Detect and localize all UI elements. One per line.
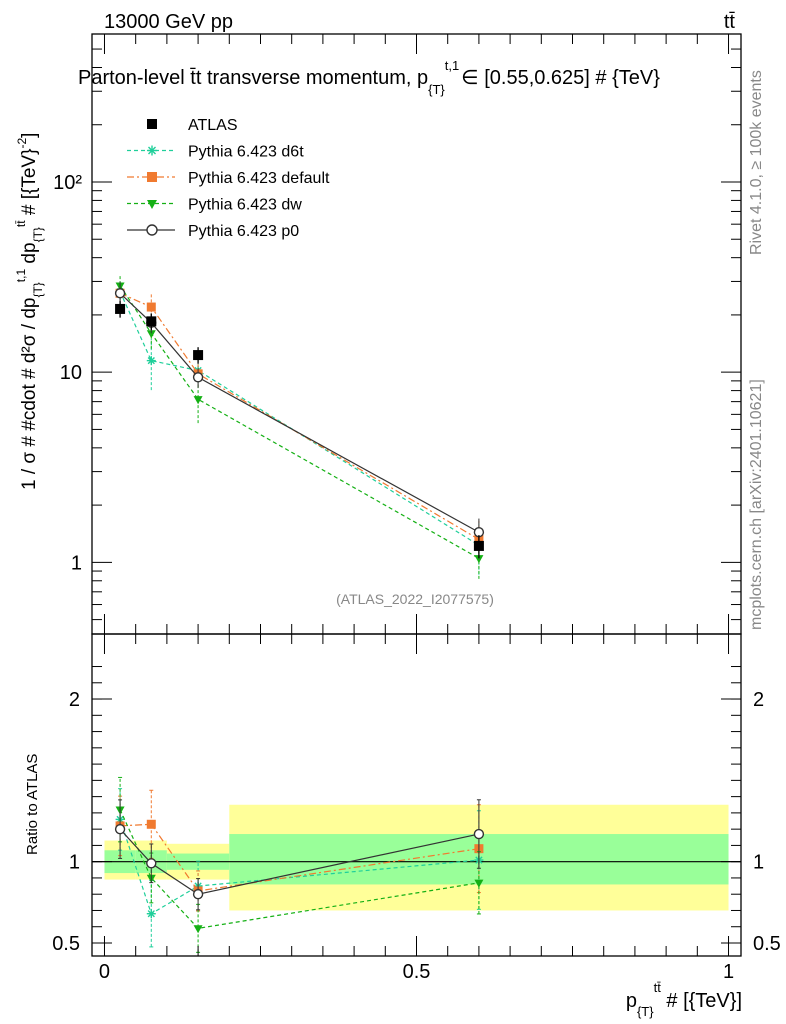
main-series-0 bbox=[115, 280, 484, 575]
main-ylabel-c: # [{TeV} bbox=[19, 149, 40, 221]
ratio-series-3 bbox=[114, 799, 485, 911]
ratio-line-3 bbox=[119, 828, 480, 895]
main-series-3 bbox=[114, 281, 485, 549]
main-point-3-2 bbox=[192, 372, 204, 383]
ratio-ytick-label-1: 1 bbox=[69, 852, 80, 874]
legend-marker-1 bbox=[147, 145, 157, 156]
ratio-line-0 bbox=[119, 819, 479, 915]
main-line-1 bbox=[119, 292, 480, 540]
main-frame bbox=[91, 33, 742, 635]
main-ytick-label-2: 10² bbox=[53, 172, 82, 194]
mcplots-label: mcplots.cern.ch [arXiv:2401.10621] bbox=[748, 379, 765, 630]
ratio-point-3-2 bbox=[192, 889, 204, 900]
main-series-1 bbox=[115, 281, 484, 564]
legend-marker-4 bbox=[146, 224, 158, 236]
ratio-ytick-label-r-0: 0.5 bbox=[753, 933, 781, 955]
main-ytick-label-1: 10 bbox=[60, 362, 82, 384]
legend-entry-0: ATLAS bbox=[147, 117, 238, 134]
legend: ATLAS Pythia 6.423 d6t Pythia 6.423 defaul… bbox=[127, 117, 330, 240]
main-line-0 bbox=[119, 291, 480, 546]
ratio-point-3-0 bbox=[114, 823, 126, 835]
title-sup: t,1 bbox=[445, 58, 459, 73]
xlabel-tail: # [{TeV}] bbox=[661, 990, 742, 1012]
main-line-2 bbox=[119, 285, 480, 559]
main-panel: 1 10 10² bbox=[53, 33, 742, 635]
legend-label-2: Pythia 6.423 default bbox=[188, 170, 330, 187]
ratio-ytick-label-r-1: 1 bbox=[753, 852, 764, 874]
legend-entry-2: Pythia 6.423 default bbox=[127, 170, 330, 187]
xlabel-sub: {T} bbox=[637, 1004, 654, 1019]
main-ylabel: 1 / σ # #cdot # d²σ / dp{T}t,1 dp{T}tt̄ … bbox=[14, 133, 45, 490]
data-point-3 bbox=[473, 540, 484, 551]
ratio-ytick-label-2: 2 bbox=[69, 689, 80, 711]
legend-entry-4: Pythia 6.423 p0 bbox=[127, 223, 299, 240]
main-point-3-0 bbox=[114, 288, 126, 299]
main-ylabel-sub: {T} bbox=[31, 282, 45, 297]
title-main: Parton-level t̄t transverse momentum, p bbox=[78, 67, 428, 89]
ratio-panel: 0.5 0.5 1 1 2 2 0 0.5 1 bbox=[52, 34, 781, 983]
plot-title: Parton-level t̄t transverse momentum, p{… bbox=[78, 58, 660, 97]
legend-entry-1: Pythia 6.423 d6t bbox=[127, 144, 304, 161]
ratio-point-0-1 bbox=[146, 909, 156, 919]
ratio-point-1-1 bbox=[146, 819, 156, 829]
main-data-series bbox=[115, 301, 484, 559]
main-point-1-1 bbox=[146, 302, 156, 312]
ratio-ytick-label-0: 0.5 bbox=[52, 933, 80, 955]
legend-marker-2 bbox=[147, 172, 157, 182]
main-ylabel-sup2: tt̄ bbox=[14, 220, 28, 227]
main-point-0-1 bbox=[146, 356, 156, 366]
x-tick-label-0: 0 bbox=[99, 961, 110, 983]
main-ylabel-a: 1 / σ # #cdot # d²σ / dp bbox=[19, 298, 40, 490]
main-ytick-label-0: 1 bbox=[71, 552, 82, 574]
xlabel-sup: tt̄ bbox=[654, 980, 662, 995]
energy-label: 13000 GeV pp bbox=[104, 11, 233, 33]
title-sub: {T} bbox=[428, 82, 445, 97]
title-tail: ∈ [0.55,0.625] # {TeV} bbox=[461, 67, 660, 89]
legend-marker-0 bbox=[147, 119, 157, 129]
x-tick-label-2: 1 bbox=[723, 961, 734, 983]
main-point-0-1-d bbox=[147, 356, 155, 365]
legend-label-0: ATLAS bbox=[188, 117, 238, 134]
rivet-label: Rivet 4.1.0, ≥ 100k events bbox=[748, 70, 765, 255]
main-point-2-2 bbox=[193, 396, 203, 405]
xlabel-main: p bbox=[626, 990, 637, 1012]
main-point-2-1 bbox=[146, 330, 156, 339]
main-series-2 bbox=[115, 274, 484, 579]
ratio-point-0-1-d bbox=[147, 910, 155, 918]
legend-marker-3 bbox=[147, 200, 157, 209]
data-point-0 bbox=[115, 303, 126, 314]
x-axis-label: p{T} tt̄ # [{TeV}] bbox=[626, 980, 742, 1019]
legend-marker-1-d bbox=[148, 146, 156, 155]
analysis-label: (ATLAS_2022_I2077575) bbox=[336, 591, 494, 607]
process-label: tt̄ bbox=[724, 11, 736, 33]
data-point-2 bbox=[193, 350, 204, 361]
ratio-point-2-3 bbox=[474, 879, 484, 888]
ratio-point-3-1 bbox=[146, 858, 157, 869]
main-ylabel-close: ] bbox=[19, 133, 40, 138]
x-tick-label-1: 0.5 bbox=[403, 961, 431, 983]
legend-label-3: Pythia 6.423 dw bbox=[188, 197, 302, 214]
main-ylabel-exp: -2 bbox=[15, 138, 29, 149]
legend-entry-3: Pythia 6.423 dw bbox=[127, 197, 302, 214]
legend-label-1: Pythia 6.423 d6t bbox=[188, 144, 304, 161]
ratio-line-2 bbox=[119, 809, 479, 929]
ratio-point-3-3 bbox=[473, 828, 485, 840]
main-ylabel-b: dp bbox=[19, 242, 40, 268]
main-ylabel-sub2: {T} bbox=[31, 227, 45, 242]
data-point-1 bbox=[146, 316, 157, 327]
ratio-point-2-2 bbox=[193, 925, 203, 934]
main-line-3 bbox=[119, 292, 480, 533]
ratio-line-1 bbox=[120, 823, 479, 892]
ratio-ylabel: Ratio to ATLAS bbox=[24, 754, 41, 855]
legend-label-4: Pythia 6.423 p0 bbox=[188, 223, 299, 240]
main-ylabel-sup: t,1 bbox=[14, 269, 28, 283]
main-point-2-3 bbox=[474, 555, 484, 564]
ratio-ytick-label-r-2: 2 bbox=[753, 689, 764, 711]
